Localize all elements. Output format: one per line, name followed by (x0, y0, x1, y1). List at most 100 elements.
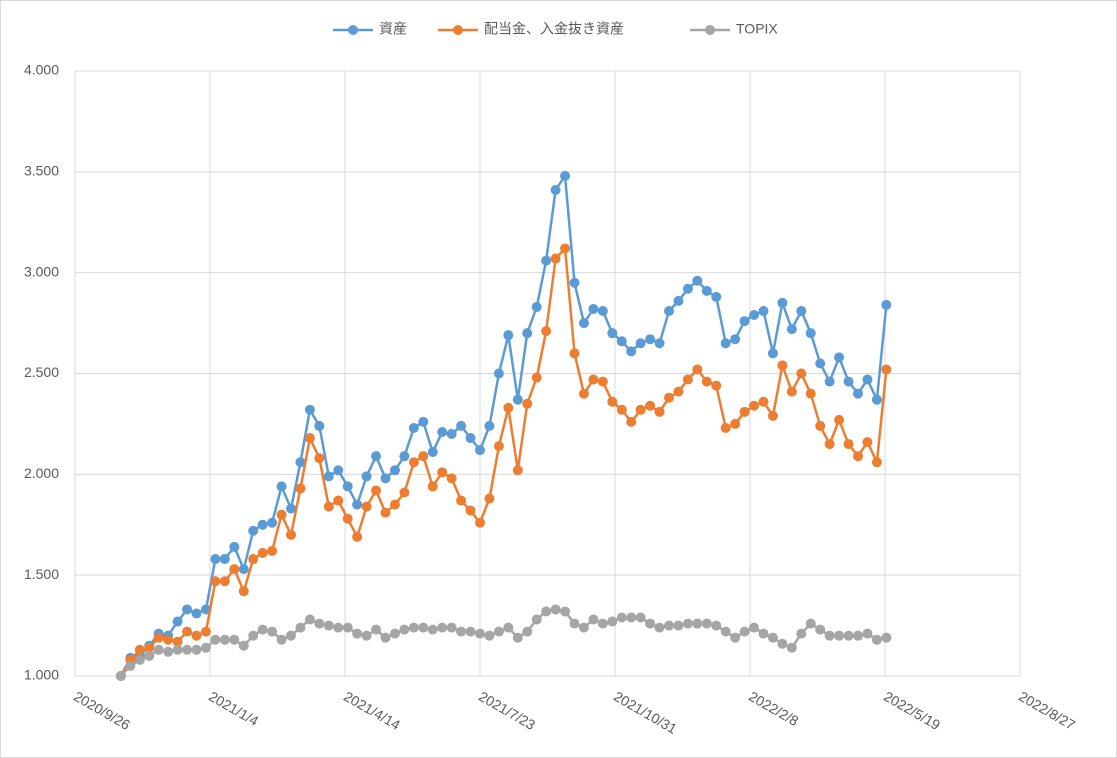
point (267, 626, 278, 637)
point (248, 525, 259, 536)
point (257, 519, 268, 530)
point (191, 608, 202, 619)
point (777, 360, 788, 371)
point (342, 513, 353, 524)
point (399, 624, 410, 635)
point (739, 626, 750, 637)
point (295, 622, 306, 633)
point (796, 628, 807, 639)
point (503, 330, 514, 341)
point (333, 495, 344, 506)
point (493, 626, 504, 637)
point (200, 642, 211, 653)
point (541, 255, 552, 266)
point (276, 481, 287, 492)
point (352, 628, 363, 639)
point (560, 243, 571, 254)
point (352, 499, 363, 510)
point (314, 420, 325, 431)
point (853, 630, 863, 641)
point (786, 386, 797, 397)
point (484, 420, 495, 431)
point (238, 640, 249, 651)
point (626, 416, 637, 427)
point (701, 376, 712, 387)
legend-marker (705, 25, 715, 35)
point (389, 628, 400, 639)
point (862, 628, 873, 639)
point (276, 634, 287, 645)
point (692, 618, 703, 629)
point (323, 471, 334, 482)
point (711, 380, 722, 391)
y-tick-label: 2.000 (24, 465, 59, 481)
point (342, 481, 353, 492)
point (418, 451, 429, 462)
point (578, 622, 589, 633)
point (144, 642, 155, 653)
point (456, 495, 467, 506)
point (286, 529, 296, 540)
point (163, 634, 174, 645)
point (871, 634, 882, 645)
point (862, 437, 873, 448)
point (578, 318, 589, 329)
point (134, 654, 145, 665)
point (720, 422, 731, 433)
point (588, 614, 599, 625)
point (711, 291, 722, 302)
point (692, 364, 703, 375)
point (134, 644, 145, 655)
point (654, 338, 665, 349)
point (550, 604, 561, 615)
point (408, 457, 419, 468)
point (408, 422, 419, 433)
point (834, 352, 845, 363)
point (654, 406, 665, 417)
point (597, 305, 608, 316)
point (465, 433, 476, 444)
point (569, 277, 580, 288)
point (626, 612, 637, 623)
point (824, 439, 835, 450)
point (427, 624, 438, 635)
point (229, 634, 240, 645)
point (786, 642, 797, 653)
legend-marker (453, 25, 463, 35)
point (701, 285, 712, 296)
point (578, 388, 589, 399)
point (475, 445, 485, 456)
point (786, 324, 797, 335)
point (607, 328, 618, 339)
point (408, 622, 419, 633)
point (767, 632, 778, 643)
point (853, 451, 863, 462)
point (512, 465, 523, 476)
series-line (119, 245, 888, 677)
point (522, 328, 533, 339)
point (749, 400, 760, 411)
point (616, 404, 627, 415)
point (144, 650, 155, 661)
point (522, 626, 533, 637)
point (229, 564, 240, 575)
point (635, 612, 646, 623)
point (531, 301, 542, 312)
point (673, 295, 684, 306)
point (314, 453, 325, 464)
point (210, 576, 221, 587)
point (456, 626, 467, 637)
point (125, 660, 136, 671)
point (380, 473, 391, 484)
point (210, 634, 221, 645)
point (163, 646, 174, 657)
y-tick-label: 4.000 (24, 62, 59, 78)
point (805, 618, 816, 629)
point (758, 305, 769, 316)
point (286, 630, 296, 641)
legend-marker (348, 25, 358, 35)
point (475, 517, 485, 528)
point (626, 346, 637, 357)
point (286, 503, 296, 514)
point (267, 517, 278, 528)
